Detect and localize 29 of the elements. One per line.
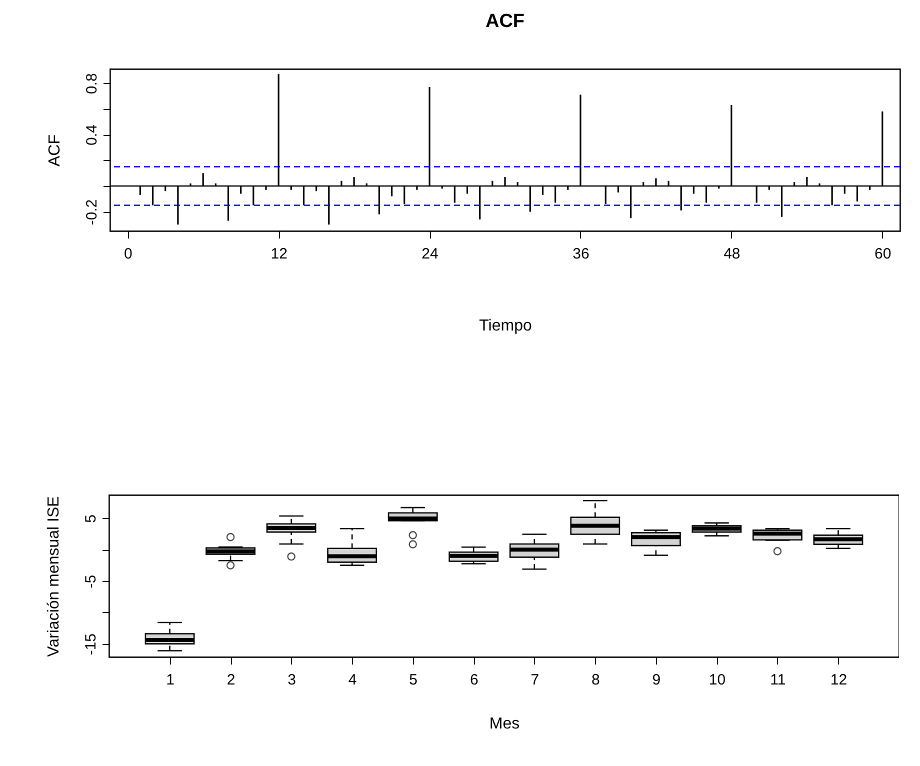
y-axis-title: Variación mensual ISE (46, 496, 62, 657)
x-tick-label: 12 (270, 246, 288, 262)
x-tick-label: 36 (572, 246, 590, 262)
y-tick-label: 5 (82, 514, 100, 523)
x-tick-label: 60 (874, 246, 892, 262)
x-tick-label: 4 (348, 672, 357, 688)
x-tick-label: 10 (708, 672, 726, 688)
y-tick-label: -5 (82, 574, 100, 588)
x-tick-label: 1 (166, 672, 174, 688)
x-tick-label: 5 (409, 672, 418, 688)
x-tick-label: 48 (724, 246, 740, 262)
x-tick-label: 8 (591, 672, 600, 688)
x-tick-label: 0 (124, 246, 132, 262)
x-tick-label: 9 (652, 672, 661, 688)
x-tick-label: 7 (530, 672, 540, 688)
y-tick-label: -0.2 (84, 199, 100, 226)
x-axis-title: Tiempo (479, 318, 532, 334)
y-tick-label: -15 (82, 633, 100, 656)
y-tick-label: 0.8 (84, 73, 100, 94)
x-tick-label: 6 (470, 672, 478, 688)
x-axis-title: Mes (489, 716, 520, 732)
y-axis-title: ACF (46, 134, 64, 166)
x-tick-label: 2 (226, 672, 236, 688)
y-tick-label: 0.4 (84, 124, 100, 146)
x-tick-label: 24 (422, 246, 438, 262)
x-tick-label: 11 (770, 672, 786, 688)
chart-title: ACF (485, 11, 525, 32)
x-tick-label: 3 (288, 672, 296, 688)
x-tick-label: 12 (830, 672, 848, 688)
